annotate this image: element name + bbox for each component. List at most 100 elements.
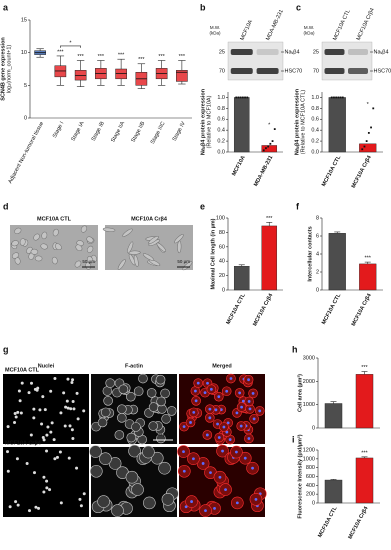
nucleus	[217, 395, 221, 399]
cell	[133, 254, 139, 268]
y-axis-label: Maximal Cell length (in µm)	[210, 218, 216, 289]
nucleus	[6, 469, 10, 473]
x-tick-label: MCF10A CTL	[317, 505, 339, 538]
y-tick-label: 80	[219, 230, 225, 236]
nucleus	[226, 421, 230, 425]
mw-header: M.W.	[304, 25, 314, 30]
column-header: Nuclei	[38, 363, 55, 369]
nucleus	[29, 433, 33, 437]
band-label: HSC70	[285, 68, 303, 74]
column-header: F-actin	[125, 363, 144, 369]
nucleus	[182, 450, 185, 453]
x-tick-label: MCF10A Crβ4	[347, 505, 370, 540]
row-label: MCF10A CTL	[5, 367, 40, 373]
nucleus	[38, 408, 42, 412]
point	[269, 142, 272, 145]
actin-cell	[97, 417, 108, 428]
mw-marker: 70	[219, 68, 225, 74]
cell	[148, 259, 161, 267]
nucleus	[235, 411, 239, 415]
cell	[33, 233, 40, 241]
point	[267, 145, 270, 148]
y-tick-label: 60	[219, 244, 225, 250]
point	[363, 145, 366, 148]
actin-cell	[118, 384, 129, 395]
actin-cell	[143, 496, 156, 510]
nucleus	[37, 506, 41, 510]
x-tick-label: Stage IIB	[130, 121, 146, 144]
y-tick-label: 100	[216, 215, 225, 221]
cell	[14, 227, 22, 235]
actin-cell	[148, 421, 159, 431]
nucleus	[46, 425, 50, 429]
y-axis-label: Intercellular contacts	[307, 226, 313, 281]
nucleus	[238, 391, 242, 395]
x-tick-label: Stage IB	[91, 121, 106, 143]
nucleus	[6, 450, 10, 454]
cell	[30, 248, 39, 255]
annotation: ***	[138, 57, 145, 63]
panel-letter: i	[292, 434, 295, 444]
panel-letter: e	[200, 201, 205, 211]
mw-header: M.W.	[210, 25, 220, 30]
x-tick-label: MCF10A Crβ4	[252, 292, 275, 327]
nucleus	[225, 430, 229, 434]
point	[239, 96, 242, 99]
panel-letter: h	[292, 344, 298, 354]
actin-cell	[117, 413, 127, 423]
nucleus	[67, 456, 71, 460]
x-tick-label: Stage IV	[172, 121, 187, 143]
bar	[233, 97, 250, 153]
y-axis-sublabel: (Relative to MCF10A)	[206, 95, 212, 148]
nucleus	[222, 425, 226, 429]
point	[341, 96, 344, 99]
point	[273, 128, 276, 130]
nucleus	[72, 407, 76, 411]
y-tick-label: 0.8	[311, 106, 319, 112]
nucleus	[59, 501, 63, 505]
panel-letter: f	[296, 201, 300, 211]
nucleus	[42, 475, 46, 479]
point	[330, 96, 333, 99]
nucleus	[17, 389, 21, 393]
y-tick-label: 0	[316, 287, 319, 293]
nucleus	[71, 378, 75, 382]
nucleus	[45, 486, 49, 490]
nucleus	[58, 450, 62, 454]
nucleus	[18, 399, 22, 403]
band-label: Naᵥβ4	[285, 49, 300, 55]
blot-image	[227, 41, 284, 81]
cell	[174, 234, 184, 244]
y-axis-label: Fluorescence Intensity (pxl/µm²)	[296, 434, 303, 518]
nucleus	[254, 497, 258, 501]
cell	[80, 225, 88, 233]
nucleus	[66, 377, 70, 381]
nucleus	[214, 408, 218, 412]
nucleus	[248, 407, 252, 411]
actin-cell	[126, 391, 136, 402]
actin-cell	[155, 374, 166, 385]
nucleus	[19, 411, 23, 415]
nucleus	[201, 462, 205, 465]
nucleus	[27, 509, 31, 513]
panel-letter: b	[200, 2, 206, 12]
nucleus	[216, 422, 219, 426]
nucleus	[27, 391, 31, 395]
actin-cell	[158, 461, 171, 475]
cell	[19, 238, 26, 246]
point	[235, 96, 238, 99]
mw-header: (kDa)	[210, 31, 222, 36]
nucleus	[76, 417, 80, 421]
actin-cell	[146, 388, 157, 398]
y-axis-sublabel: (Relative to MCF10A CTL)	[300, 90, 306, 155]
scale-label: 50 µm	[82, 259, 95, 264]
x-tick-label: MCF10A Crβ4	[351, 292, 374, 327]
y-axis-label: SCN4B gene expression	[0, 37, 6, 101]
cell	[102, 227, 116, 232]
y-tick-label: 0.0	[311, 149, 319, 155]
nucleus	[193, 389, 197, 393]
nucleus	[189, 421, 192, 424]
annotation: ***	[98, 54, 105, 60]
y-tick-label: 3000	[303, 355, 315, 361]
